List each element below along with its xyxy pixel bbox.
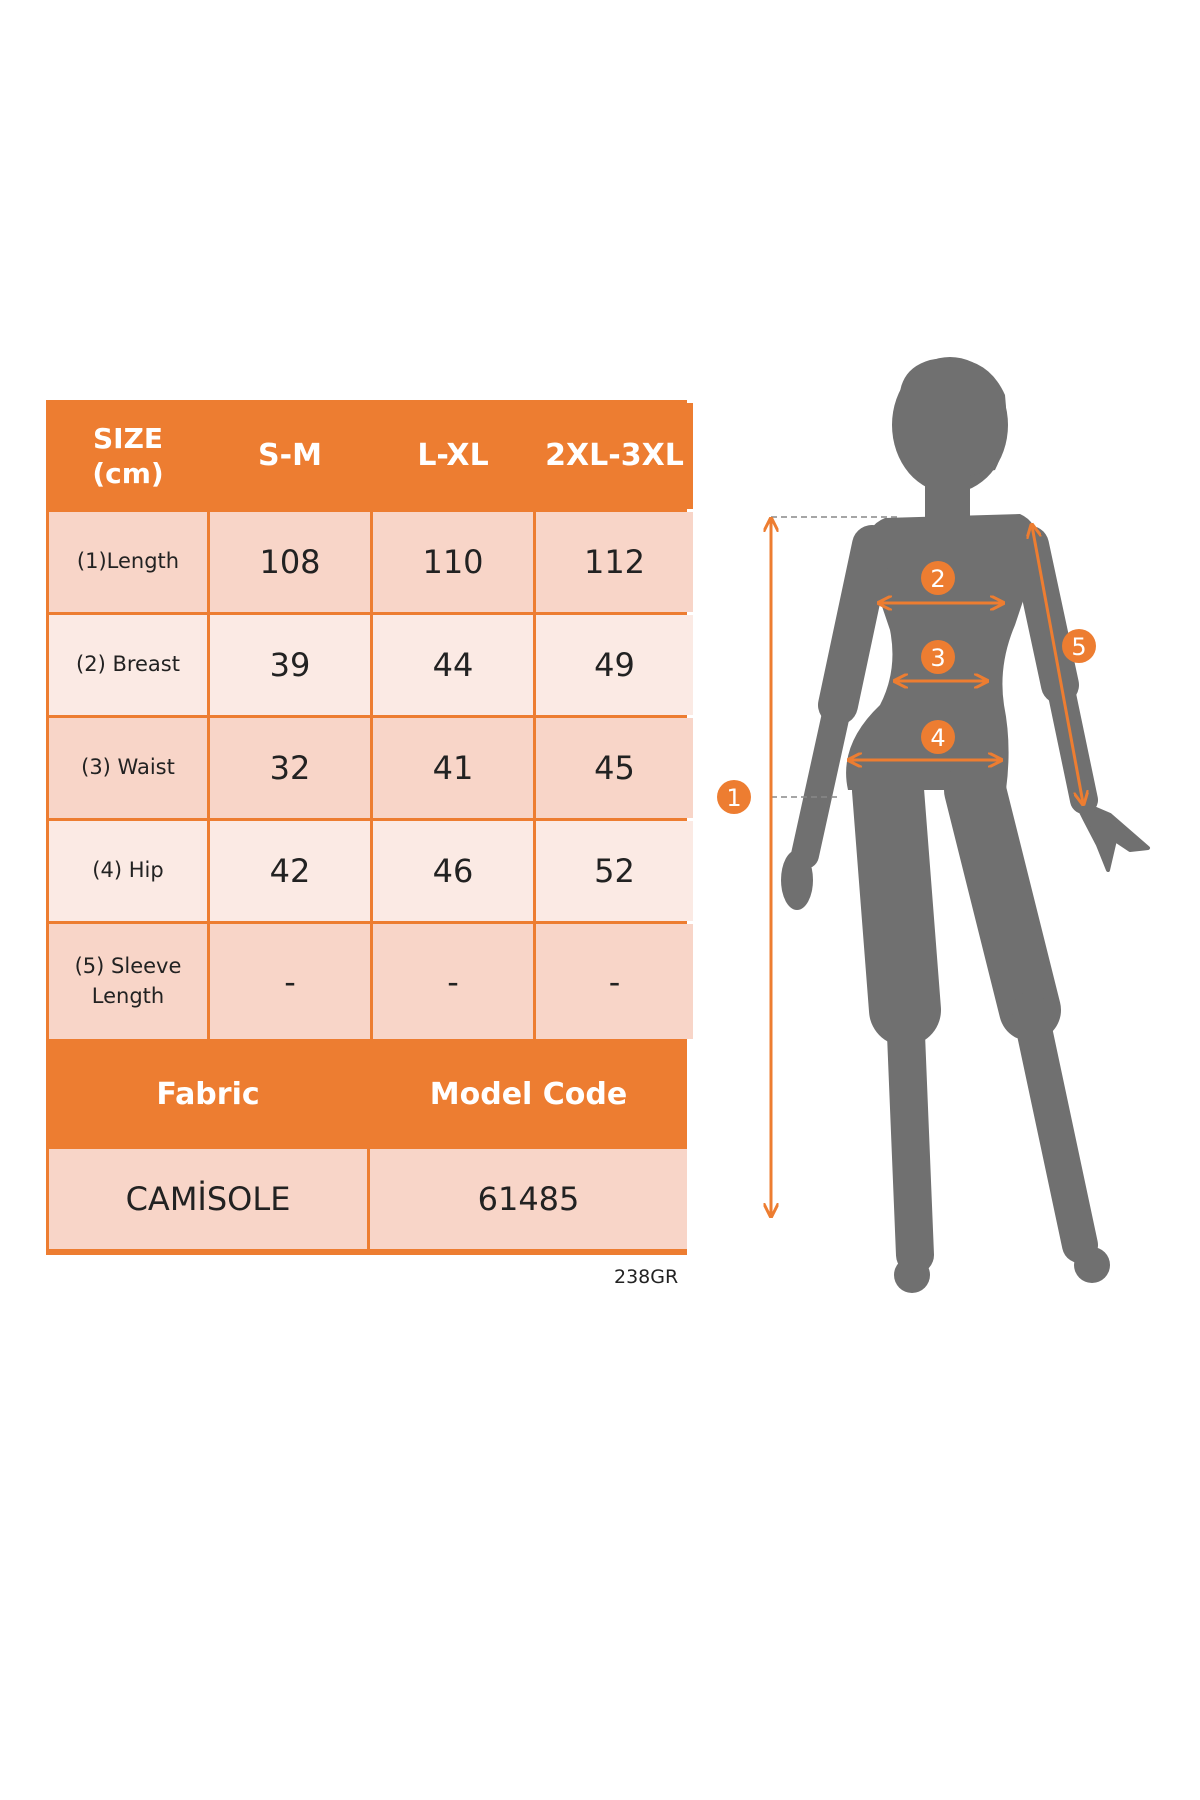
table-row: (2) Breast 39 44 49 [49,615,693,715]
cell-value: 44 [373,615,533,715]
marker-1: 1 [726,784,741,812]
row-label: (3) Waist [49,718,207,818]
size-chart-table: SIZE (cm) S-M L-XL 2XL-3XL (1)Length 108 … [46,400,693,1255]
cell-value: 112 [536,512,693,612]
cell-value: 42 [210,821,370,921]
left-shin [886,991,934,1274]
row-label: (5) Sleeve Length [49,924,207,1039]
marker-5-circle [1062,629,1096,663]
model-code-value: 61485 [370,1149,687,1249]
marker-2-circle [921,561,955,595]
sleeve-arrow [1032,526,1083,803]
size-header: SIZE (cm) [49,403,207,509]
cell-value: - [536,924,693,1039]
fabric-value: CAMİSOLE [49,1149,367,1249]
fabric-header-row: Fabric Model Code [49,1042,687,1146]
table-row: (4) Hip 42 46 52 [49,821,693,921]
fabric-header: Fabric [49,1042,367,1146]
table-row: (1)Length 108 110 112 [49,512,693,612]
size-l-xl-header: L-XL [373,403,533,509]
left-forearm [791,691,852,869]
cell-value: 41 [373,718,533,818]
marker-2: 2 [930,565,945,593]
row-label: (1)Length [49,512,207,612]
marker-3: 3 [930,644,945,672]
model-code-header: Model Code [370,1042,687,1146]
marker-1-circle [717,780,751,814]
row-label: (2) Breast [49,615,207,715]
row-label-line: (5) Sleeve [74,954,182,979]
right-upper-arm [1011,526,1079,704]
left-upper-arm [818,525,892,725]
table-row: (5) Sleeve Length - - - [49,924,693,1039]
right-shin [1012,992,1098,1263]
right-hand [1073,798,1150,872]
left-thigh [852,754,941,1046]
row-label-line: Length [91,983,165,1008]
measurement-guides [771,516,1083,1215]
unit-label: (cm) [92,457,164,490]
cell-value: 46 [373,821,533,921]
table-row: (3) Waist 32 41 45 [49,718,693,818]
size-2xl-3xl-header: 2XL-3XL [536,403,693,509]
marker-4: 4 [930,724,945,752]
left-foot [894,1257,930,1293]
row-label: (4) Hip [49,821,207,921]
hair [899,358,1007,480]
marker-5: 5 [1071,633,1086,661]
cell-value: 108 [210,512,370,612]
measurement-markers: 1 2 3 4 5 [717,561,1096,814]
cell-value: 49 [536,615,693,715]
silhouette [781,357,1150,1293]
right-foot [1074,1247,1110,1283]
cell-value: 39 [210,615,370,715]
cell-value: 52 [536,821,693,921]
cell-value: 32 [210,718,370,818]
header-row: SIZE (cm) S-M L-XL 2XL-3XL [49,403,693,509]
marker-4-circle [921,720,955,754]
cell-value: - [210,924,370,1039]
right-thigh [944,759,1061,1041]
marker-3-circle [921,640,955,674]
cell-value: 110 [373,512,533,612]
product-code-note: 238GR [614,1266,679,1288]
left-hand [781,850,813,910]
cell-value: - [373,924,533,1039]
fabric-value-row: CAMİSOLE 61485 [49,1149,687,1249]
size-label: SIZE [92,422,163,455]
size-s-m-header: S-M [210,403,370,509]
cell-value: 45 [536,718,693,818]
